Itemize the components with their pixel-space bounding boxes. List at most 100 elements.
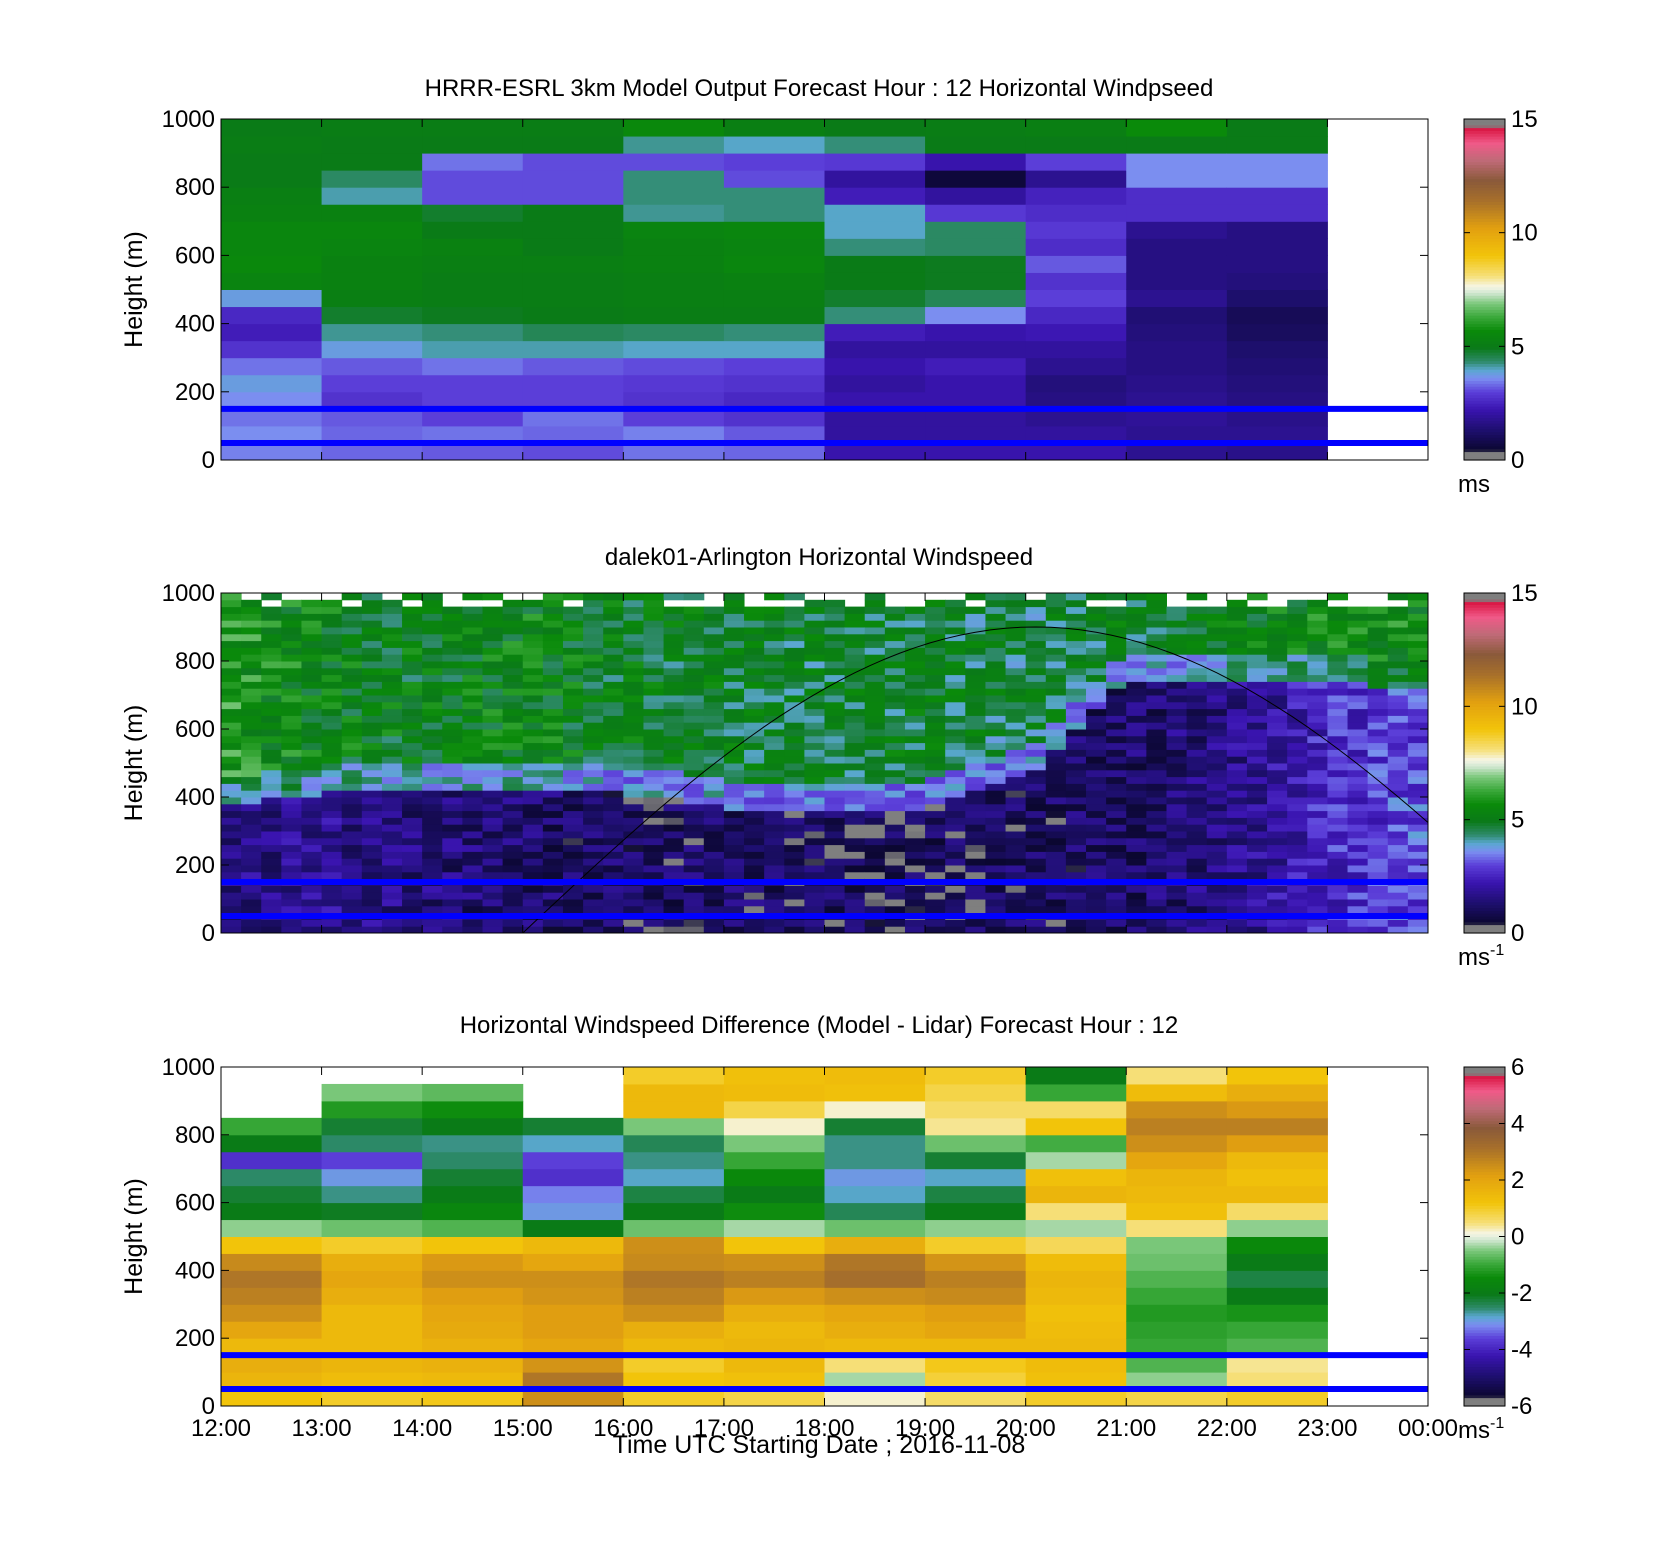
colorbar-segment	[1464, 235, 1505, 239]
heatmap-cell	[1246, 633, 1268, 642]
heatmap-cell	[663, 905, 685, 914]
heatmap-cell	[462, 735, 484, 744]
heatmap-cell	[1246, 735, 1268, 744]
heatmap-cell	[824, 1151, 926, 1170]
heatmap-cell	[1086, 756, 1107, 764]
heatmap-cell	[1086, 647, 1107, 655]
heatmap-cell	[1045, 613, 1067, 621]
heatmap-cell	[1206, 905, 1228, 914]
heatmap-cell	[402, 769, 423, 778]
heatmap-cell	[623, 681, 644, 689]
heatmap-cell	[1186, 667, 1208, 676]
colorbar-segment	[1464, 215, 1505, 220]
colorbar-segment	[1464, 207, 1505, 211]
heatmap-cell	[321, 661, 343, 669]
heatmap-cell	[1206, 695, 1228, 703]
heatmap-cell	[1106, 790, 1127, 798]
heatmap-cell	[1226, 654, 1248, 662]
heatmap-cell	[1347, 763, 1369, 771]
colorbar-tick-label: 0	[1511, 1224, 1524, 1251]
heatmap-cell	[723, 136, 825, 154]
heatmap-cell	[341, 627, 363, 635]
heatmap-cell	[945, 729, 966, 737]
heatmap-cell	[925, 606, 946, 614]
heatmap-cell	[1126, 803, 1147, 812]
heatmap-cell	[321, 735, 343, 744]
heatmap-cell	[402, 729, 423, 737]
heatmap-cell	[804, 790, 825, 798]
heatmap-cell	[623, 715, 644, 723]
heatmap-cell	[824, 688, 846, 696]
heatmap-cell	[1106, 701, 1127, 710]
heatmap-cell	[824, 153, 926, 171]
heatmap-cell	[1045, 722, 1067, 730]
heatmap-cell	[1407, 851, 1429, 859]
heatmap-cell	[723, 661, 745, 669]
heatmap-cell	[723, 926, 745, 934]
heatmap-cell	[824, 817, 846, 825]
heatmap-cell	[1065, 681, 1087, 689]
heatmap-cell	[764, 763, 785, 771]
heatmap-cell	[945, 885, 966, 893]
heatmap-cell	[904, 790, 926, 798]
heatmap-cell	[1005, 776, 1027, 784]
heatmap-cell	[1025, 647, 1047, 655]
heatmap-cell	[1267, 742, 1288, 750]
heatmap-cell	[1065, 865, 1087, 873]
heatmap-cell	[1065, 797, 1087, 805]
heatmap-cell	[1186, 858, 1208, 866]
heatmap-cell	[844, 790, 866, 798]
heatmap-cell	[945, 858, 966, 866]
heatmap-cell	[1166, 722, 1188, 730]
heatmap-cell	[824, 749, 846, 757]
heatmap-cell	[1146, 708, 1167, 716]
heatmap-cell	[904, 640, 926, 648]
heatmap-cell	[1086, 613, 1107, 621]
heatmap-cell	[221, 442, 323, 461]
heatmap-cells	[221, 1067, 1328, 1407]
heatmap-cell	[1186, 715, 1208, 723]
heatmap-cell	[1246, 674, 1268, 682]
heatmap-cell	[422, 323, 524, 342]
heatmap-cell	[1226, 599, 1248, 608]
heatmap-cell	[723, 153, 825, 171]
heatmap-cell	[482, 831, 504, 839]
heatmap-cell	[261, 674, 282, 682]
heatmap-cell	[1146, 701, 1167, 710]
heatmap-cell	[1246, 613, 1268, 621]
heatmap-cell	[824, 272, 926, 290]
heatmap-cell	[723, 899, 745, 907]
heatmap-cell	[945, 627, 966, 635]
heatmap-cell	[1086, 837, 1107, 846]
heatmap-cell	[884, 674, 906, 682]
heatmap-cell	[643, 688, 665, 696]
heatmap-cell	[1106, 688, 1127, 696]
heatmap-cell	[1246, 701, 1268, 710]
heatmap-cell	[623, 729, 644, 737]
heatmap-cell	[281, 899, 302, 907]
heatmap-cell	[402, 681, 423, 689]
heatmap-cell	[422, 306, 524, 325]
heatmap-cell	[623, 1219, 725, 1237]
heatmap-cell	[623, 1253, 725, 1271]
colorbar-segment	[1464, 825, 1505, 829]
heatmap-cell	[1065, 926, 1087, 934]
heatmap-cell	[824, 871, 846, 880]
heatmap-cell	[281, 688, 302, 696]
heatmap-cell	[1206, 817, 1228, 825]
heatmap-cell	[1387, 763, 1409, 771]
colorbar-segment	[1464, 1403, 1505, 1407]
colorbar-segment	[1464, 295, 1505, 299]
heatmap-cell	[321, 756, 343, 764]
heatmap-cell	[844, 742, 866, 750]
heatmap-cell	[261, 613, 282, 621]
heatmap-cell	[522, 817, 544, 825]
heatmap-cell	[402, 810, 423, 818]
heatmap-cell	[1086, 735, 1107, 744]
heatmap-cell	[422, 844, 443, 852]
heatmap-cell	[261, 654, 282, 662]
heatmap-cell	[925, 238, 1027, 256]
heatmap-cell	[341, 783, 363, 791]
heatmap-cell	[985, 627, 1007, 635]
heatmap-cell	[824, 1067, 926, 1085]
